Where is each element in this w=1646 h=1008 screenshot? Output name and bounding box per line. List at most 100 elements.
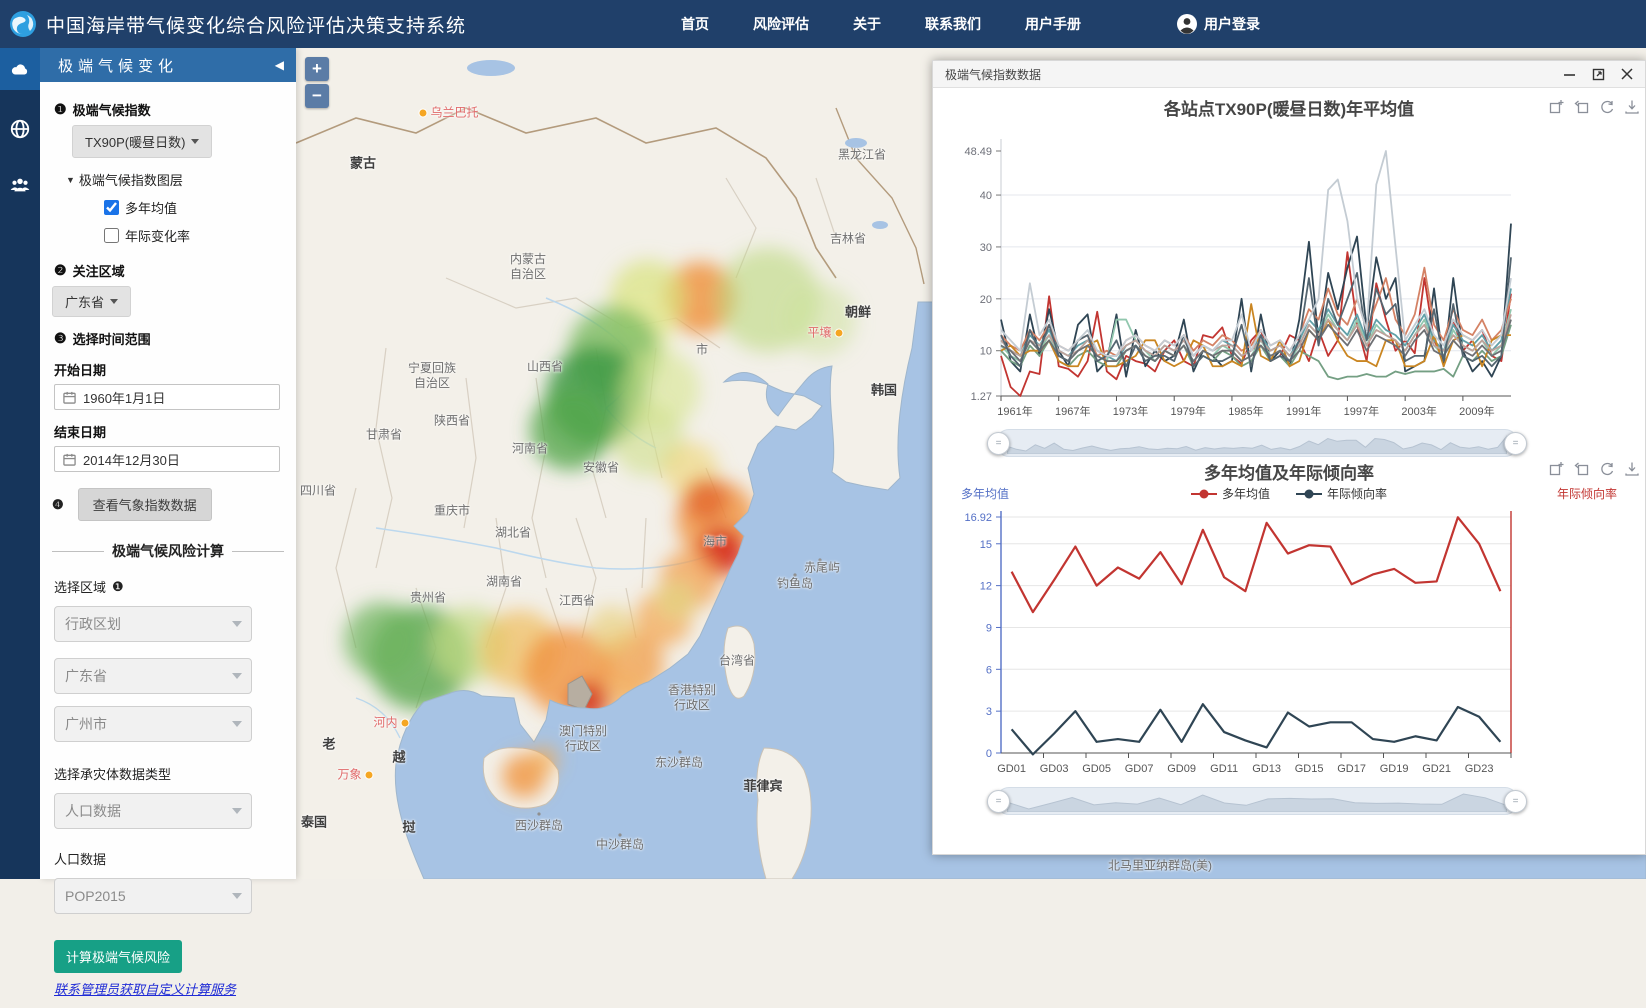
svg-text:9: 9 [986,622,992,634]
svg-text:15: 15 [980,539,992,551]
restore-icon[interactable] [1574,461,1590,482]
stations-line-chart[interactable]: 1.27 10 20 30 40 48.49 1961年 1967年 1973年 1979年 198… [933,125,1646,425]
users-icon [10,178,30,192]
close-icon[interactable] [1621,68,1633,80]
chart1-toolbox [1549,99,1640,120]
svg-text:GD17: GD17 [1337,763,1366,775]
sidebar-item-climate-cloud[interactable] [0,48,40,90]
interannual-rate-checkbox[interactable] [104,228,119,243]
datazoom-left-handle[interactable]: = [987,790,1010,813]
mean-trend-line-chart[interactable]: 0 3 6 9 12 15 16.92 GD01 GD03 GD05 GD07 GD09 GD11 GD1… [933,503,1646,783]
layer-checkbox-interannual-rate[interactable]: 年际变化率 [104,226,284,245]
panel-header: 极端气候变化 ◀ [40,48,296,82]
nav-item-risk-assessment[interactable]: 风险评估 [753,16,810,32]
carrier-type-label: 选择承灾体数据类型 [54,767,172,782]
carrier-type-select[interactable]: 人口数据 [54,793,252,829]
svg-text:1997年: 1997年 [1344,404,1379,418]
extreme-climate-panel: 极端气候变化 ◀ ❶ 极端气候指数 TX90P(暖昼日数) ▼ 极端气候指数图层… [40,48,296,997]
end-date-input[interactable]: 2014年12月30日 [54,446,280,472]
contact-admin-link[interactable]: 联系管理员获取自定义计算服务 [54,982,237,997]
globe-icon [10,119,30,139]
focus-region-dropdown[interactable]: 广东省 [52,286,132,317]
refresh-icon[interactable] [1599,461,1615,482]
map-zoom-out-button[interactable]: − [305,84,329,108]
main-nav: 首页 风险评估 关于 联系我们 用户手册 [681,14,1081,34]
view-index-data-button[interactable]: 查看气象指数数据 [77,488,212,521]
svg-text:1973年: 1973年 [1113,404,1148,418]
svg-text:20: 20 [980,294,992,306]
nav-item-home[interactable]: 首页 [681,16,710,32]
city-select[interactable]: 广州市 [54,706,252,742]
admin-division-select[interactable]: 行政区划 [54,606,252,642]
svg-text:GD07: GD07 [1125,763,1154,775]
maximize-icon[interactable] [1592,68,1605,81]
calendar-icon [63,391,76,404]
chevron-down-icon [191,139,200,144]
app-logo-globe-icon [10,11,36,37]
sidebar-item-users[interactable] [0,164,40,206]
svg-text:GD15: GD15 [1295,763,1324,775]
svg-text:1.27: 1.27 [971,391,992,403]
download-icon[interactable] [1624,461,1640,482]
map-zoom-control: + − [305,57,329,108]
multiyear-mean-checkbox[interactable] [104,200,119,215]
svg-text:6: 6 [986,664,992,676]
risk-calc-section-title: 极端气候风险计算 [52,541,284,561]
population-dataset-select[interactable]: POP2015 [54,878,252,914]
svg-text:48.49: 48.49 [964,146,992,158]
datazoom-right-handle[interactable]: = [1504,432,1527,455]
calculate-risk-button[interactable]: 计算极端气候风险 [54,940,183,973]
right-axis-name: 年际倾向率 [1556,487,1617,501]
left-axis-name: 多年均值 [961,487,1010,501]
svg-text:GD21: GD21 [1422,763,1451,775]
refresh-icon[interactable] [1599,99,1615,120]
population-data-label: 人口数据 [54,852,107,867]
start-date-label: 开始日期 [54,363,107,378]
datazoom-right-handle[interactable]: = [1504,790,1527,813]
top-navbar: 中国海岸带气候变化综合风险评估决策支持系统 首页 风险评估 关于 联系我们 用户… [0,0,1646,48]
svg-text:GD01: GD01 [997,763,1026,775]
window-title: 极端气候指数数据 [945,67,1042,82]
svg-text:GD19: GD19 [1380,763,1409,775]
nav-item-user-manual[interactable]: 用户手册 [1025,16,1082,32]
chart1-title: 各站点TX90P(暖昼日数)年平均值 [1163,100,1415,119]
select-region-label: 选择区域 ❶ [54,578,124,596]
data-zoom-icon[interactable] [1549,99,1565,120]
layer-checkbox-multiyear-mean[interactable]: 多年均值 [104,198,284,217]
svg-text:GD03: GD03 [1040,763,1069,775]
legend-item[interactable]: 年际倾向率 [1296,485,1387,502]
cloud-icon [11,64,28,75]
climate-index-data-window: 极端气候指数数据 各站点TX90P(暖昼日数)年平均值 1.27 10 20 30 40… [932,60,1646,855]
nav-item-about[interactable]: 关于 [853,16,882,32]
svg-text:1985年: 1985年 [1228,404,1263,418]
index-layers-toggle[interactable]: ▼ 极端气候指数图层 [66,173,183,188]
chart2-datazoom-slider[interactable]: = = [987,787,1527,815]
minimize-icon[interactable] [1563,68,1576,81]
user-login-button[interactable]: 用户登录 [1176,13,1260,35]
svg-text:1991年: 1991年 [1286,404,1321,418]
download-icon[interactable] [1624,99,1640,120]
restore-icon[interactable] [1574,99,1590,120]
panel-collapse-icon[interactable]: ◀ [274,58,284,72]
user-login-label: 用户登录 [1204,16,1261,32]
user-avatar-icon [1177,14,1198,34]
legend-item[interactable]: 多年均值 [1190,485,1270,502]
data-zoom-icon[interactable] [1549,461,1565,482]
province-select[interactable]: 广东省 [54,658,252,694]
map-zoom-in-button[interactable]: + [305,57,329,81]
app-title: 中国海岸带气候变化综合风险评估决策支持系统 [46,14,467,37]
step1-label: ❶ 极端气候指数 [54,101,151,118]
nav-item-contact[interactable]: 联系我们 [925,16,982,32]
window-titlebar[interactable]: 极端气候指数数据 [933,61,1645,88]
chevron-down-icon [110,299,119,304]
svg-text:30: 30 [980,242,992,254]
start-date-value: 1960年1月1日 [83,390,166,406]
datazoom-left-handle[interactable]: = [987,432,1010,455]
climate-index-dropdown[interactable]: TX90P(暖昼日数) [72,125,213,158]
end-date-value: 2014年12月30日 [83,452,180,468]
start-date-input[interactable]: 1960年1月1日 [54,384,280,410]
sidebar-item-globe[interactable] [0,108,40,150]
calendar-icon [63,453,76,466]
chart1-datazoom-slider[interactable]: = = [987,429,1527,457]
info-icon: ❶ [112,578,124,594]
